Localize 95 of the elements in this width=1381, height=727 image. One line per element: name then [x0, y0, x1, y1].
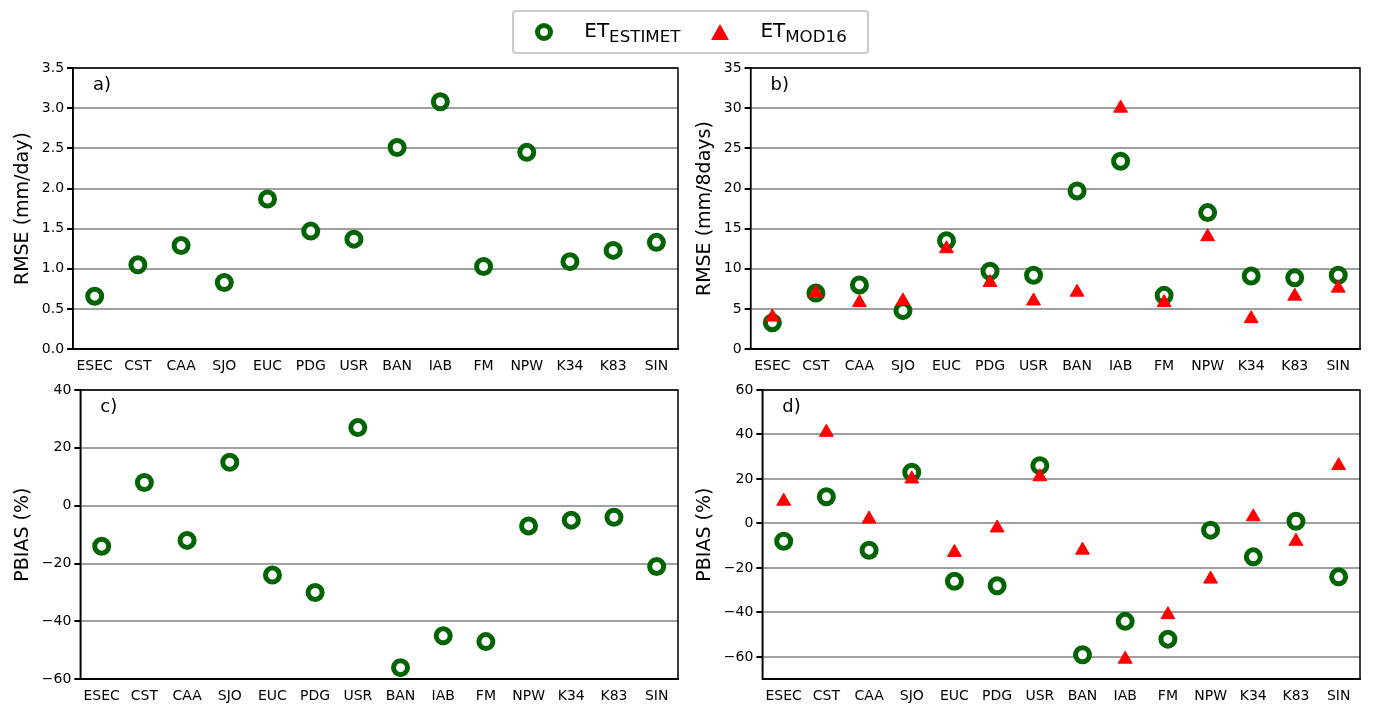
- x-tick-label: PDG: [295, 357, 326, 374]
- y-tick-label: 2.5: [41, 138, 65, 155]
- y-tick-label: 0: [732, 339, 742, 356]
- y-tick-label: 0: [62, 496, 72, 513]
- y-tick-label: 20: [53, 438, 72, 455]
- x-tick-label: ESEC: [754, 357, 791, 374]
- x-tick-label: NPW: [512, 687, 546, 704]
- y-axis-title: RMSE (mm/day): [10, 132, 33, 286]
- x-tick-label: NPW: [510, 357, 544, 374]
- y-tick-label: 20: [723, 179, 742, 196]
- x-tick-label: USR: [1025, 687, 1055, 704]
- x-tick-label: SIN: [1326, 687, 1351, 704]
- y-tick-label: 40: [735, 425, 754, 442]
- x-tick-label: K83: [600, 687, 628, 704]
- x-tick-label: EUC: [253, 357, 283, 374]
- x-tick-label: NPW: [1191, 357, 1225, 374]
- y-tick-label: 3.0: [41, 98, 65, 115]
- y-axis-title: PBIAS (%): [692, 487, 715, 582]
- x-tick-label: SJO: [899, 687, 924, 704]
- x-tick-label: IAB: [1113, 687, 1137, 704]
- x-tick-label: K34: [1237, 357, 1265, 374]
- x-tick-label: CST: [130, 687, 159, 704]
- x-tick-label: EUC: [258, 687, 288, 704]
- x-tick-label: CST: [812, 687, 841, 704]
- x-tick-label: USR: [339, 357, 369, 374]
- x-tick-label: ESEC: [83, 687, 121, 704]
- y-tick-label: 40: [53, 380, 72, 397]
- x-tick-label: BAN: [1067, 687, 1098, 704]
- x-tick-label: SJO: [890, 357, 915, 374]
- x-tick-label: EUC: [932, 357, 962, 374]
- x-tick-label: SIN: [644, 687, 669, 704]
- x-tick-label: PDG: [974, 357, 1006, 374]
- x-tick-label: CAA: [844, 357, 875, 374]
- y-tick-label: −60: [723, 647, 754, 664]
- y-tick-label: 15: [723, 219, 742, 236]
- x-tick-label: SIN: [1326, 357, 1350, 374]
- x-tick-label: FM: [475, 687, 496, 704]
- x-tick-label: USR: [343, 687, 373, 704]
- x-tick-label: IAB: [428, 357, 452, 374]
- x-tick-label: SIN: [644, 357, 669, 374]
- y-tick-label: 30: [723, 98, 742, 115]
- x-tick-label: BAN: [385, 687, 416, 704]
- x-tick-label: PDG: [300, 687, 331, 704]
- x-tick-label: EUC: [940, 687, 970, 704]
- legend-label: ET$_{ESTIMET}$: [584, 18, 681, 46]
- y-tick-label: 5: [732, 299, 742, 316]
- x-tick-label: CAA: [166, 357, 197, 374]
- x-tick-label: CAA: [854, 687, 885, 704]
- x-tick-label: CAA: [172, 687, 203, 704]
- x-tick-label: K83: [1282, 687, 1310, 704]
- y-tick-label: −40: [723, 603, 754, 620]
- x-tick-label: ESEC: [76, 357, 114, 374]
- x-tick-label: SJO: [212, 357, 237, 374]
- y-tick-label: 0.5: [41, 299, 65, 316]
- annotation: d): [782, 394, 801, 416]
- y-tick-label: −20: [41, 554, 72, 571]
- x-tick-label: NPW: [1194, 687, 1228, 704]
- y-tick-label: 2.0: [41, 179, 65, 196]
- legend-label: ET$_{MOD16}$: [760, 18, 847, 46]
- y-tick-label: 0: [744, 514, 754, 531]
- x-tick-label: CST: [802, 357, 830, 374]
- y-tick-label: 10: [723, 259, 742, 276]
- x-tick-label: K34: [557, 687, 585, 704]
- x-tick-label: K83: [1281, 357, 1309, 374]
- y-tick-label: −20: [723, 558, 754, 575]
- x-tick-label: FM: [1154, 357, 1175, 374]
- y-axis-title: RMSE (mm/8days): [692, 121, 715, 297]
- y-tick-label: 35: [723, 58, 742, 75]
- y-tick-label: 1.0: [41, 259, 65, 276]
- x-tick-label: ESEC: [765, 687, 803, 704]
- y-tick-label: −60: [41, 669, 72, 686]
- x-tick-label: FM: [473, 357, 494, 374]
- x-tick-label: USR: [1019, 357, 1049, 374]
- annotation: a): [93, 72, 112, 94]
- x-tick-label: BAN: [1062, 357, 1092, 374]
- x-tick-label: SJO: [217, 687, 242, 704]
- x-tick-label: PDG: [982, 687, 1013, 704]
- y-axis-title: PBIAS (%): [10, 487, 33, 582]
- annotation: c): [100, 394, 118, 416]
- y-tick-label: 0.0: [41, 339, 65, 356]
- x-tick-label: CST: [124, 357, 152, 374]
- annotation: b): [770, 72, 790, 94]
- y-tick-label: 25: [723, 138, 742, 155]
- x-tick-label: K34: [1239, 687, 1267, 704]
- x-tick-label: IAB: [1108, 357, 1133, 374]
- x-tick-label: K34: [556, 357, 584, 374]
- x-tick-label: BAN: [382, 357, 412, 374]
- x-tick-label: FM: [1157, 687, 1178, 704]
- y-tick-label: −40: [41, 612, 72, 628]
- y-tick-label: 20: [735, 469, 754, 486]
- y-tick-label: 1.5: [41, 219, 65, 236]
- x-tick-label: K83: [599, 357, 627, 374]
- x-tick-label: IAB: [431, 687, 455, 704]
- y-tick-label: 3.5: [41, 58, 65, 75]
- y-tick-label: 60: [735, 380, 754, 397]
